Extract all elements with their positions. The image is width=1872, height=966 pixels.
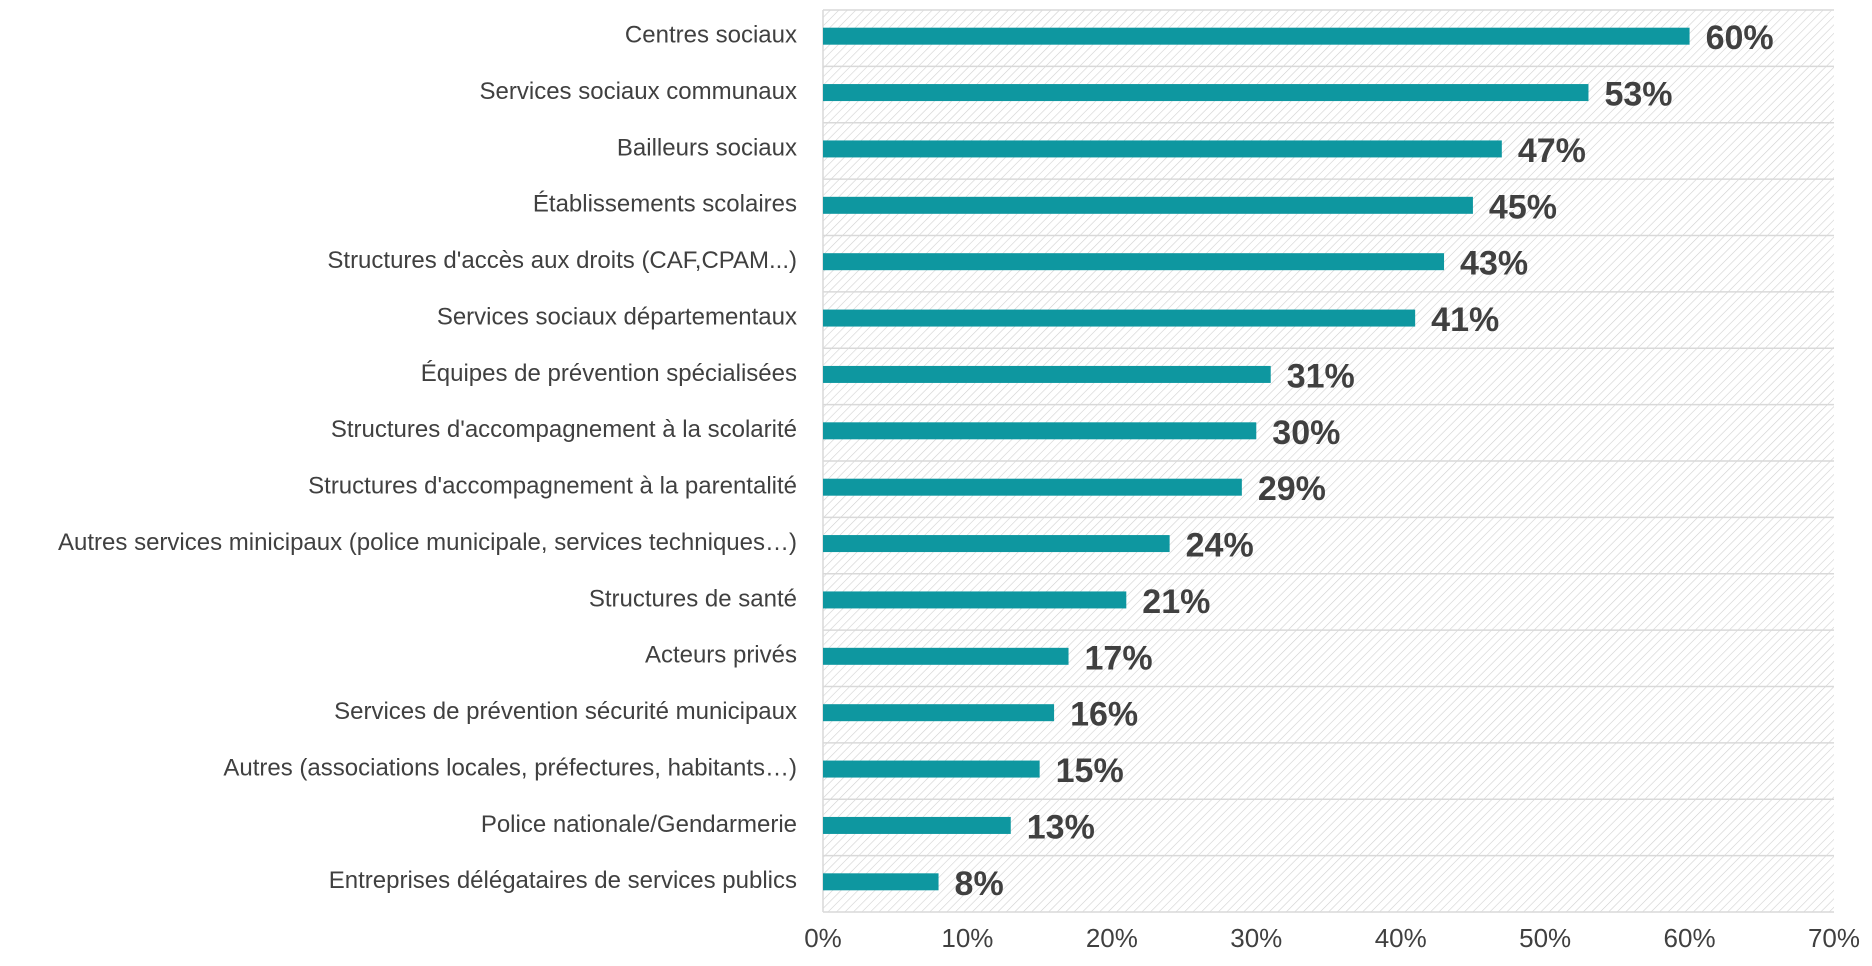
data-label: 41% xyxy=(1431,301,1499,339)
y-tick-label: Bailleurs sociaux xyxy=(617,134,797,161)
y-tick-label: Équipes de prévention spécialisées xyxy=(421,360,797,387)
data-label: 8% xyxy=(955,865,1004,903)
x-tick-label: 10% xyxy=(941,923,993,953)
bar xyxy=(823,27,1690,45)
data-label: 29% xyxy=(1258,470,1326,508)
bar xyxy=(823,309,1416,327)
x-tick-label: 70% xyxy=(1808,923,1860,953)
y-tick-label: Structures d'accès aux droits (CAF,CPAM.… xyxy=(327,247,797,274)
data-label: 43% xyxy=(1460,245,1528,283)
bar xyxy=(823,760,1040,778)
data-label: 24% xyxy=(1186,527,1254,565)
data-label: 16% xyxy=(1070,696,1138,734)
bar xyxy=(823,422,1257,440)
y-tick-label: Entreprises délégataires de services pub… xyxy=(329,867,797,894)
x-tick-label: 20% xyxy=(1086,923,1138,953)
y-tick-label: Services sociaux communaux xyxy=(480,78,797,105)
bar xyxy=(823,253,1445,271)
y-tick-label: Établissements scolaires xyxy=(533,191,797,218)
bar xyxy=(823,196,1473,214)
bar xyxy=(823,84,1589,102)
x-tick-label: 60% xyxy=(1664,923,1716,953)
data-label: 13% xyxy=(1027,808,1095,846)
y-tick-label: Services de prévention sécurité municipa… xyxy=(334,698,797,725)
data-label: 31% xyxy=(1287,357,1355,395)
y-tick-label: Police nationale/Gendarmerie xyxy=(481,811,797,838)
data-label: 60% xyxy=(1706,19,1774,57)
y-tick-label: Centres sociaux xyxy=(625,22,797,49)
bar xyxy=(823,704,1055,722)
bar xyxy=(823,535,1170,553)
bar xyxy=(823,140,1502,158)
data-label: 47% xyxy=(1518,132,1586,170)
y-tick-label: Autres (associations locales, préfecture… xyxy=(223,754,797,781)
y-tick-label: Acteurs privés xyxy=(645,642,797,669)
y-tick-label: Structures d'accompagnement à la scolari… xyxy=(331,416,797,443)
bar xyxy=(823,365,1271,383)
data-label: 17% xyxy=(1085,639,1153,677)
bar xyxy=(823,647,1069,665)
x-tick-label: 0% xyxy=(804,923,842,953)
data-label: 53% xyxy=(1604,76,1672,114)
bar xyxy=(823,591,1127,609)
data-label: 21% xyxy=(1142,583,1210,621)
data-label: 15% xyxy=(1056,752,1124,790)
bar xyxy=(823,873,939,891)
data-label: 30% xyxy=(1272,414,1340,452)
bar xyxy=(823,478,1242,496)
y-tick-label: Autres services minicipaux (police munic… xyxy=(58,529,797,556)
bar xyxy=(823,816,1011,834)
y-tick-label: Services sociaux départementaux xyxy=(437,303,797,330)
x-tick-label: 40% xyxy=(1375,923,1427,953)
row-separators xyxy=(823,9,1834,913)
y-tick-label: Structures d'accompagnement à la parenta… xyxy=(308,473,797,500)
y-tick-label: Structures de santé xyxy=(589,585,797,612)
x-tick-label: 30% xyxy=(1230,923,1282,953)
x-tick-label: 50% xyxy=(1519,923,1571,953)
data-label: 45% xyxy=(1489,188,1557,226)
